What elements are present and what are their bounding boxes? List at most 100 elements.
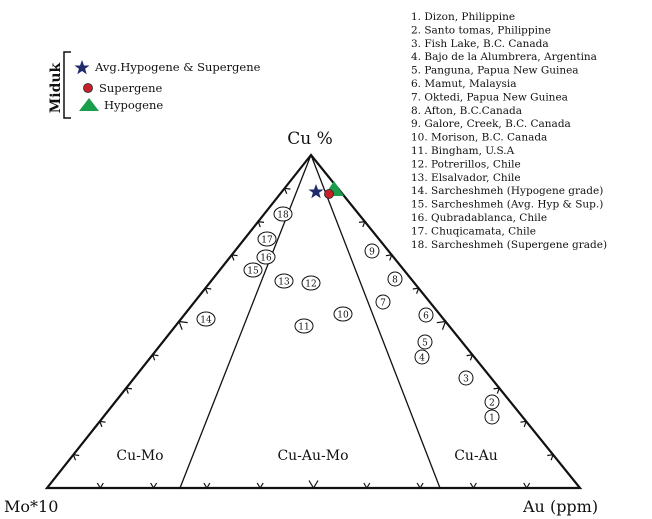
svg-text:9: 9 [369,248,375,258]
tick-mark [72,453,80,461]
apex-label-cu: Cu % [287,129,333,149]
deposit-point-8: 8 [387,271,403,287]
tick-mark [150,482,158,490]
tick-mark [412,287,420,294]
tick-mark [493,387,501,394]
svg-text:18: 18 [277,211,289,221]
svg-text:8: 8 [392,276,398,286]
reference-item: 9. Galore, Creek, B.C. Canada [411,118,571,130]
apex-label-au: Au (ppm) [522,497,598,516]
tick-mark [358,220,366,228]
reference-item: 2. Santo tomas, Philippine [411,24,551,36]
svg-text:10: 10 [337,311,349,321]
svg-text:2: 2 [489,399,495,409]
svg-text:1: 1 [489,414,495,424]
deposit-point-3: 3 [458,370,474,386]
reference-item: 18. Sarcheshmeh (Supergene grade) [411,239,607,251]
tick-mark [178,320,188,330]
tick-mark [308,480,319,490]
tick-mark [256,482,264,490]
legend-title: Miduk [48,62,64,113]
legend-bracket [63,51,71,119]
field-label-cu-au: Cu-Au [454,448,498,464]
deposit-point-9: 9 [364,243,380,259]
deposit-point-11: 11 [294,318,314,334]
reference-item: 7. Oktedi, Papua New Guinea [411,91,568,103]
reference-item: 3. Fish Lake, B.C. Canada [411,38,549,50]
reference-item: 4. Bajo de la Alumbrera, Argentina [411,51,597,63]
reference-item: 17. Chuqicamata, Chile [411,225,536,237]
svg-text:13: 13 [278,278,290,288]
tick-mark [363,482,371,490]
deposit-point-14: 14 [196,311,216,327]
deposit-point-15: 15 [243,262,263,278]
deposit-point-5: 5 [417,334,433,350]
legend-item-hypogene-label: Hypogene [104,98,163,112]
deposit-point-13: 13 [274,273,294,289]
svg-text:3: 3 [463,375,469,385]
tick-mark [283,187,291,195]
deposit-point-18: 18 [273,206,293,222]
reference-item: 8. Afton, B.C.Canada [411,105,522,117]
svg-text:12: 12 [305,280,316,290]
reference-item: 11. Bingham, U.S.A [411,145,515,157]
tick-mark [469,482,477,490]
reference-item: 1. Dizon, Philippine [411,11,515,23]
deposit-point-4: 4 [414,349,430,365]
tick-mark [230,254,238,261]
tick-mark [547,453,555,461]
boundary-cu-au [310,154,441,489]
reference-item: 6. Mamut, Malaysia [411,78,517,90]
reference-item: 5. Panguna, Papua New Guinea [411,65,579,77]
tick-mark [436,320,447,330]
tick-mark [385,254,393,261]
miduk-avg-star-symbol [308,184,324,199]
svg-text:16: 16 [260,254,272,264]
legend: Miduk Avg.Hypogene & Supergene Supergene… [48,51,261,119]
svg-text:15: 15 [247,267,259,277]
tick-mark [96,482,104,490]
reference-item: 15. Sarcheshmeh (Avg. Hyp & Sup.) [411,199,603,211]
reference-item: 14. Sarcheshmeh (Hypogene grade) [411,185,603,197]
reference-item: 13. Elsalvador, Chile [411,172,521,184]
svg-text:11: 11 [298,323,309,333]
legend-item-avg-label: Avg.Hypogene & Supergene [94,60,261,74]
tick-mark [466,354,474,361]
legend-triangle-icon [79,98,99,111]
tick-mark [151,354,159,361]
tick-mark [98,420,106,428]
deposit-point-6: 6 [418,307,434,323]
tick-mark [523,482,531,490]
legend-item-supergene-label: Supergene [99,81,163,95]
miduk-supergene-symbol [324,189,334,199]
reference-item: 10. Morison, B.C. Canada [411,132,547,144]
deposit-points: 1 2 3 4 5 6 7 8 9 10 11 12 13 14 15 16 1… [196,206,500,425]
svg-text:14: 14 [200,316,212,326]
deposit-point-10: 10 [333,306,353,322]
svg-text:6: 6 [423,312,429,322]
deposit-point-2: 2 [484,394,500,410]
reference-list: 1. Dizon, Philippine 2. Santo tomas, Phi… [411,11,607,251]
reference-item: 12. Potrerillos, Chile [411,158,521,170]
tick-mark [520,420,528,428]
deposit-point-7: 7 [375,294,391,310]
apex-label-mo: Mo*10 [4,497,58,516]
deposit-point-16: 16 [256,249,276,265]
field-label-cu-au-mo: Cu-Au-Mo [277,448,348,464]
svg-text:17: 17 [261,236,273,246]
reference-item: 16. Qubradablanca, Chile [411,212,547,224]
deposit-point-1: 1 [484,409,500,425]
svg-text:4: 4 [419,354,425,364]
tick-mark [416,482,424,490]
tick-mark [257,220,265,228]
svg-text:5: 5 [422,339,428,349]
svg-text:7: 7 [380,299,386,309]
legend-circle-icon [83,83,93,93]
deposit-point-17: 17 [257,231,277,247]
legend-star-icon [74,60,90,75]
tick-mark [204,287,212,294]
deposit-point-12: 12 [301,275,321,291]
tick-mark [125,387,133,394]
field-label-cu-mo: Cu-Mo [116,448,163,464]
